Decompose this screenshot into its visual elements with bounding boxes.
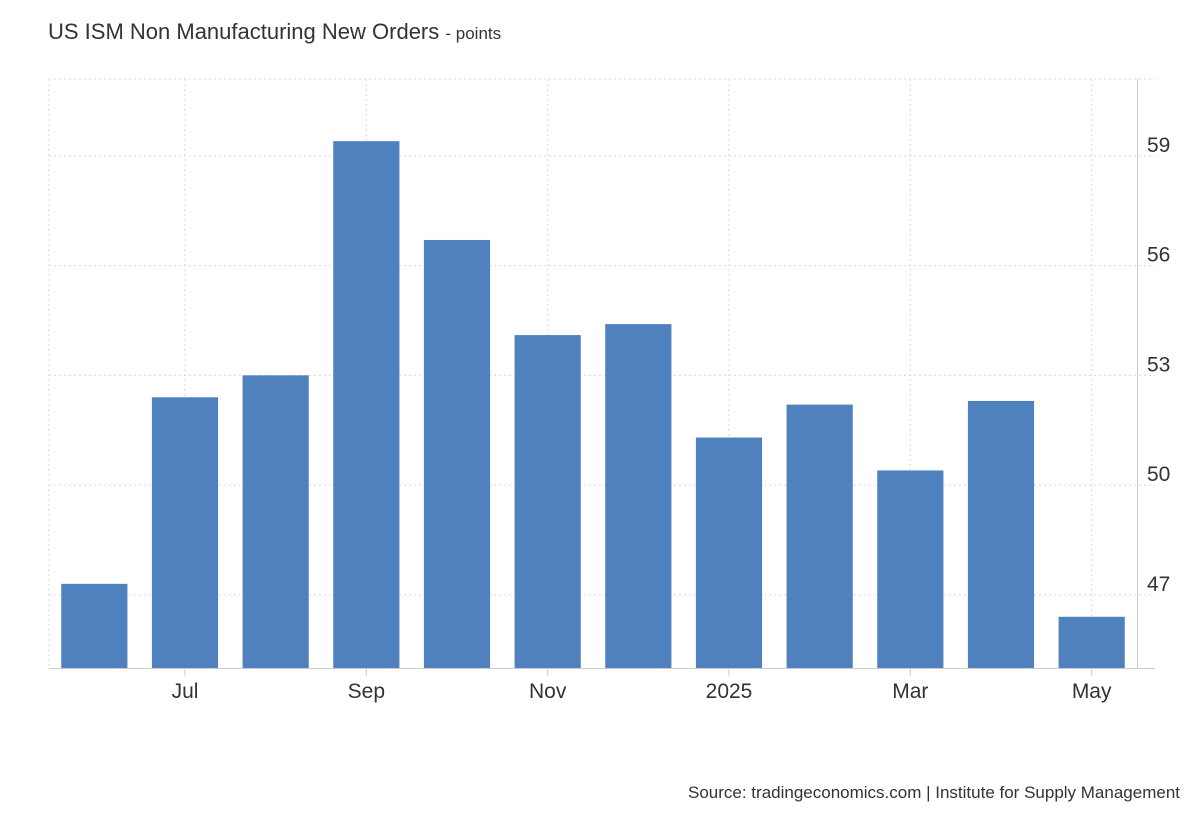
y-axis-labels: 47 50 53 56 59 (1147, 134, 1170, 596)
chart-unit: - points (445, 24, 502, 43)
y-tick-label-59: 59 (1147, 134, 1170, 157)
bar-aug-2024[interactable] (242, 375, 309, 668)
bar-jan-2025[interactable] (695, 437, 763, 668)
y-tick-label-56: 56 (1147, 244, 1170, 267)
axes (49, 79, 1155, 676)
chart-title: US ISM Non Manufacturing New Orders - po… (48, 19, 501, 45)
x-tick-label-2025: 2025 (706, 680, 753, 703)
bar-nov-2024[interactable] (514, 335, 581, 668)
x-tick-label-nov: Nov (529, 680, 567, 703)
bar-oct-2024[interactable] (423, 239, 491, 669)
bar-sep-2024[interactable] (333, 141, 400, 668)
bar-apr-2025[interactable] (967, 400, 1035, 668)
bar-mar-2025[interactable] (877, 470, 944, 668)
x-tick-label-mar: Mar (892, 680, 928, 703)
bars (61, 141, 1125, 669)
x-tick-label-sep: Sep (348, 680, 385, 703)
y-tick-label-47: 47 (1147, 573, 1170, 596)
bar-feb-2025[interactable] (786, 404, 853, 668)
bar-jun-2024[interactable] (61, 583, 128, 668)
x-tick-label-jul: Jul (172, 680, 199, 703)
x-axis-labels: Jul Sep Nov 2025 Mar May (172, 680, 1112, 703)
y-tick-label-50: 50 (1147, 463, 1170, 486)
source-note: Source: tradingeconomics.com | Institute… (688, 783, 1180, 802)
bar-dec-2024[interactable] (605, 324, 672, 668)
y-tick-label-53: 53 (1147, 353, 1170, 376)
bar-jul-2024[interactable] (151, 397, 219, 668)
chart-title-text: US ISM Non Manufacturing New Orders (48, 19, 440, 44)
bar-may-2025[interactable] (1058, 616, 1125, 668)
x-tick-label-may: May (1072, 680, 1112, 703)
